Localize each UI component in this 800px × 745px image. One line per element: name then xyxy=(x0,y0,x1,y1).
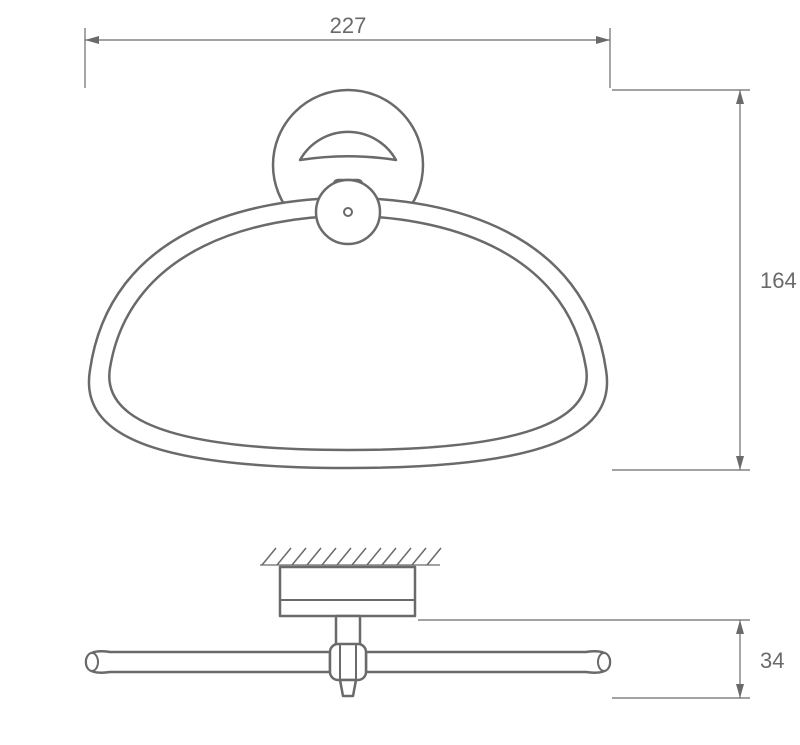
dim-depth-label: 34 xyxy=(760,648,784,673)
dimension-width: 227 xyxy=(85,13,610,88)
top-view xyxy=(86,548,610,696)
dim-height-label: 164 xyxy=(760,268,797,293)
dimension-height: 164 xyxy=(612,90,797,470)
wall-hatch xyxy=(262,548,441,565)
dim-width-label: 227 xyxy=(330,13,367,38)
technical-drawing: 227 164 34 xyxy=(0,0,800,745)
front-view xyxy=(89,90,607,468)
